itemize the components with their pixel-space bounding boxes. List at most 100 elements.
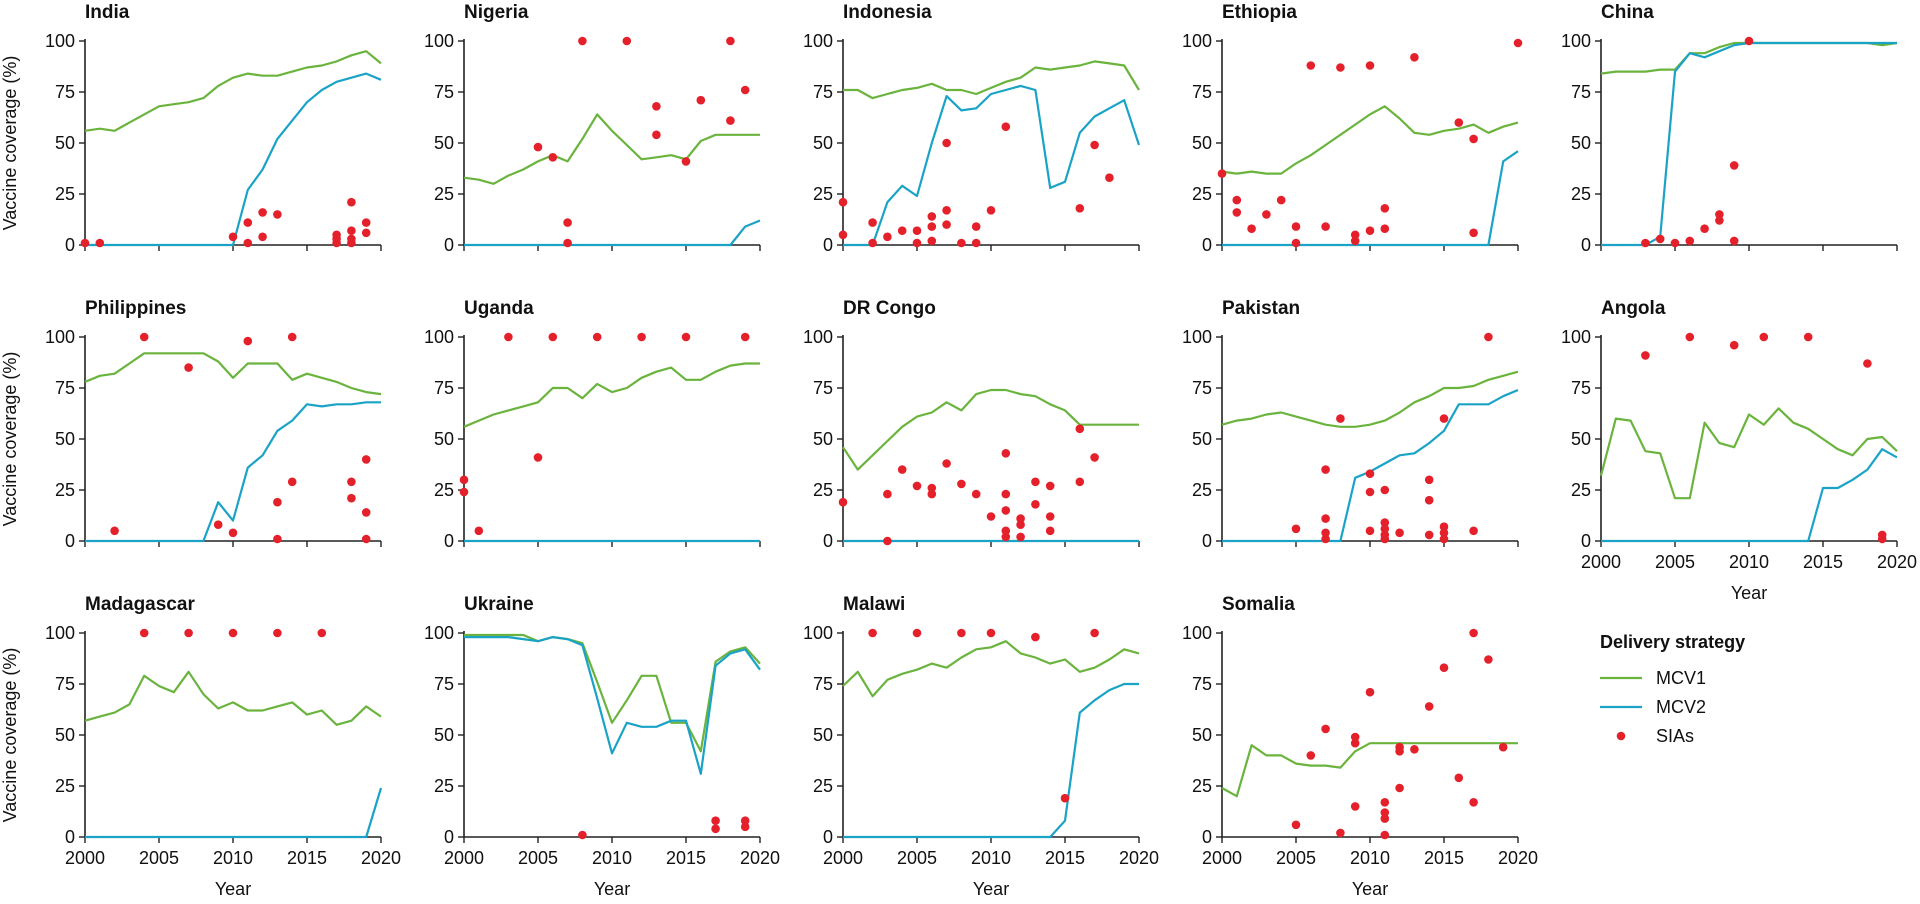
y-tick-label-philippines: 100	[45, 327, 75, 347]
mcv2-line-indonesia	[843, 84, 1141, 247]
y-tick-label-pakistan: 25	[1192, 480, 1212, 500]
panel-nigeria: Nigeria 0 25 50 75 100	[424, 2, 761, 255]
sia-point-somalia	[1321, 724, 1330, 734]
panel-title-somalia: Somalia	[1222, 594, 1295, 615]
sia-point-somalia	[1306, 751, 1316, 760]
y-tick-label-ethiopia: 50	[1192, 133, 1212, 153]
sia-point-nigeria	[696, 95, 706, 105]
x-tick-label-angola: 2000	[1581, 552, 1621, 572]
sia-point-indonesia	[957, 238, 966, 248]
y-tick-label-dr-congo: 50	[813, 429, 833, 449]
sia-point-philippines	[287, 332, 297, 342]
y-tick-label-china: 0	[1581, 235, 1591, 255]
sia-point-nigeria	[533, 142, 543, 152]
panel-malawi: Malawi 0 25 50 75 100 2000 2005 2010 2015 2020 Year	[803, 594, 1159, 899]
sia-point-dr-congo	[1045, 481, 1055, 491]
y-tick-label-ukraine: 25	[434, 776, 454, 796]
sia-point-nigeria	[726, 116, 735, 125]
x-tick-label-angola: 2015	[1803, 552, 1843, 572]
mcv1-line-pakistan	[1221, 370, 1519, 428]
legend-title: Delivery strategy	[1600, 632, 1745, 652]
sia-point-india	[228, 232, 238, 242]
y-tick-label-somalia: 0	[1202, 827, 1212, 847]
sia-point-dr-congo	[1001, 506, 1011, 515]
sia-point-nigeria	[740, 85, 750, 95]
sia-point-indonesia	[927, 212, 937, 221]
sia-point-china	[1641, 238, 1650, 248]
sia-point-angola	[1863, 359, 1872, 368]
sia-point-malawi	[912, 628, 922, 638]
x-tick-label-ukraine: 2015	[666, 848, 706, 868]
panel-pakistan: Pakistan 0 25 50 75 100	[1182, 298, 1519, 551]
sia-point-india	[80, 238, 90, 248]
sia-point-indonesia	[912, 238, 922, 248]
sia-point-uganda	[637, 332, 646, 342]
y-tick-label-india: 25	[55, 184, 75, 204]
mcv2-line-pakistan	[1222, 388, 1519, 543]
x-tick-label-malawi: 2000	[823, 848, 863, 868]
x-tick-label-ukraine: 2000	[444, 848, 484, 868]
sia-point-dr-congo	[1045, 512, 1055, 521]
y-tick-label-uganda: 0	[444, 531, 454, 551]
sia-point-madagascar	[273, 628, 282, 638]
y-tick-label-indonesia: 100	[803, 31, 833, 51]
sia-point-pakistan	[1380, 518, 1390, 527]
y-tick-label-indonesia: 25	[813, 184, 833, 204]
sia-point-uganda	[592, 332, 602, 342]
mcv1-line-nigeria	[463, 113, 760, 185]
y-tick-label-nigeria: 100	[424, 31, 454, 51]
sia-point-malawi	[1031, 632, 1040, 642]
sia-point-somalia	[1336, 828, 1345, 838]
sia-point-uganda	[474, 526, 484, 536]
sia-point-indonesia	[971, 222, 981, 231]
sia-point-dr-congo	[1075, 424, 1085, 434]
y-tick-label-dr-congo: 25	[813, 480, 833, 500]
y-tick-label-madagascar: 0	[65, 827, 75, 847]
legend-label-sia: SIAs	[1656, 726, 1694, 746]
x-tick-label-angola: 2020	[1877, 552, 1917, 572]
sia-point-malawi	[986, 628, 996, 638]
sia-point-dr-congo	[883, 536, 892, 546]
y-tick-label-ethiopia: 75	[1192, 82, 1212, 102]
sia-point-ethiopia	[1469, 228, 1478, 238]
x-tick-label-angola: 2005	[1655, 552, 1695, 572]
sia-point-nigeria	[622, 36, 632, 46]
sia-point-somalia	[1439, 663, 1449, 672]
sia-point-nigeria	[563, 218, 572, 227]
sia-point-pakistan	[1439, 528, 1449, 538]
y-tick-label-uganda: 75	[434, 378, 454, 398]
sia-point-dr-congo	[957, 479, 966, 489]
sia-point-somalia	[1469, 798, 1478, 807]
sia-point-indonesia	[1001, 122, 1011, 131]
sia-point-indonesia	[927, 222, 937, 231]
mcv2-line-india	[85, 72, 382, 247]
sia-point-indonesia	[942, 220, 951, 229]
sia-point-ethiopia	[1336, 63, 1345, 72]
sia-point-uganda	[681, 332, 691, 342]
y-tick-label-ethiopia: 0	[1202, 235, 1212, 255]
sia-point-philippines	[243, 336, 253, 346]
x-tick-label-somalia: 2005	[1276, 848, 1316, 868]
sia-point-malawi	[1090, 628, 1099, 638]
panel-madagascar: Madagascar 0 25 50 75 100 2000 2005 2010 2015 2020…	[0, 594, 401, 899]
sia-point-ethiopia	[1410, 53, 1419, 62]
panel-title-indonesia: Indonesia	[843, 2, 932, 23]
sia-point-nigeria	[681, 157, 691, 166]
panel-title-dr-congo: DR Congo	[843, 298, 936, 319]
sia-point-ukraine	[711, 816, 720, 825]
mcv2-line-malawi	[843, 682, 1139, 839]
panel-philippines: Philippines 0 25 50 75 100 Vaccine coverage (%…	[0, 298, 382, 551]
sia-point-indonesia	[883, 232, 892, 242]
y-tick-label-pakistan: 75	[1192, 378, 1212, 398]
y-tick-label-madagascar: 75	[55, 674, 75, 694]
sia-point-somalia	[1291, 820, 1301, 830]
sia-point-ukraine	[740, 816, 750, 825]
sia-point-china	[1729, 161, 1739, 170]
sia-point-indonesia	[1090, 140, 1099, 150]
sia-point-india	[273, 210, 282, 219]
sia-point-angola	[1729, 340, 1739, 350]
sia-point-indonesia	[942, 138, 951, 148]
sia-point-pakistan	[1380, 534, 1390, 544]
x-tick-label-malawi: 2005	[897, 848, 937, 868]
